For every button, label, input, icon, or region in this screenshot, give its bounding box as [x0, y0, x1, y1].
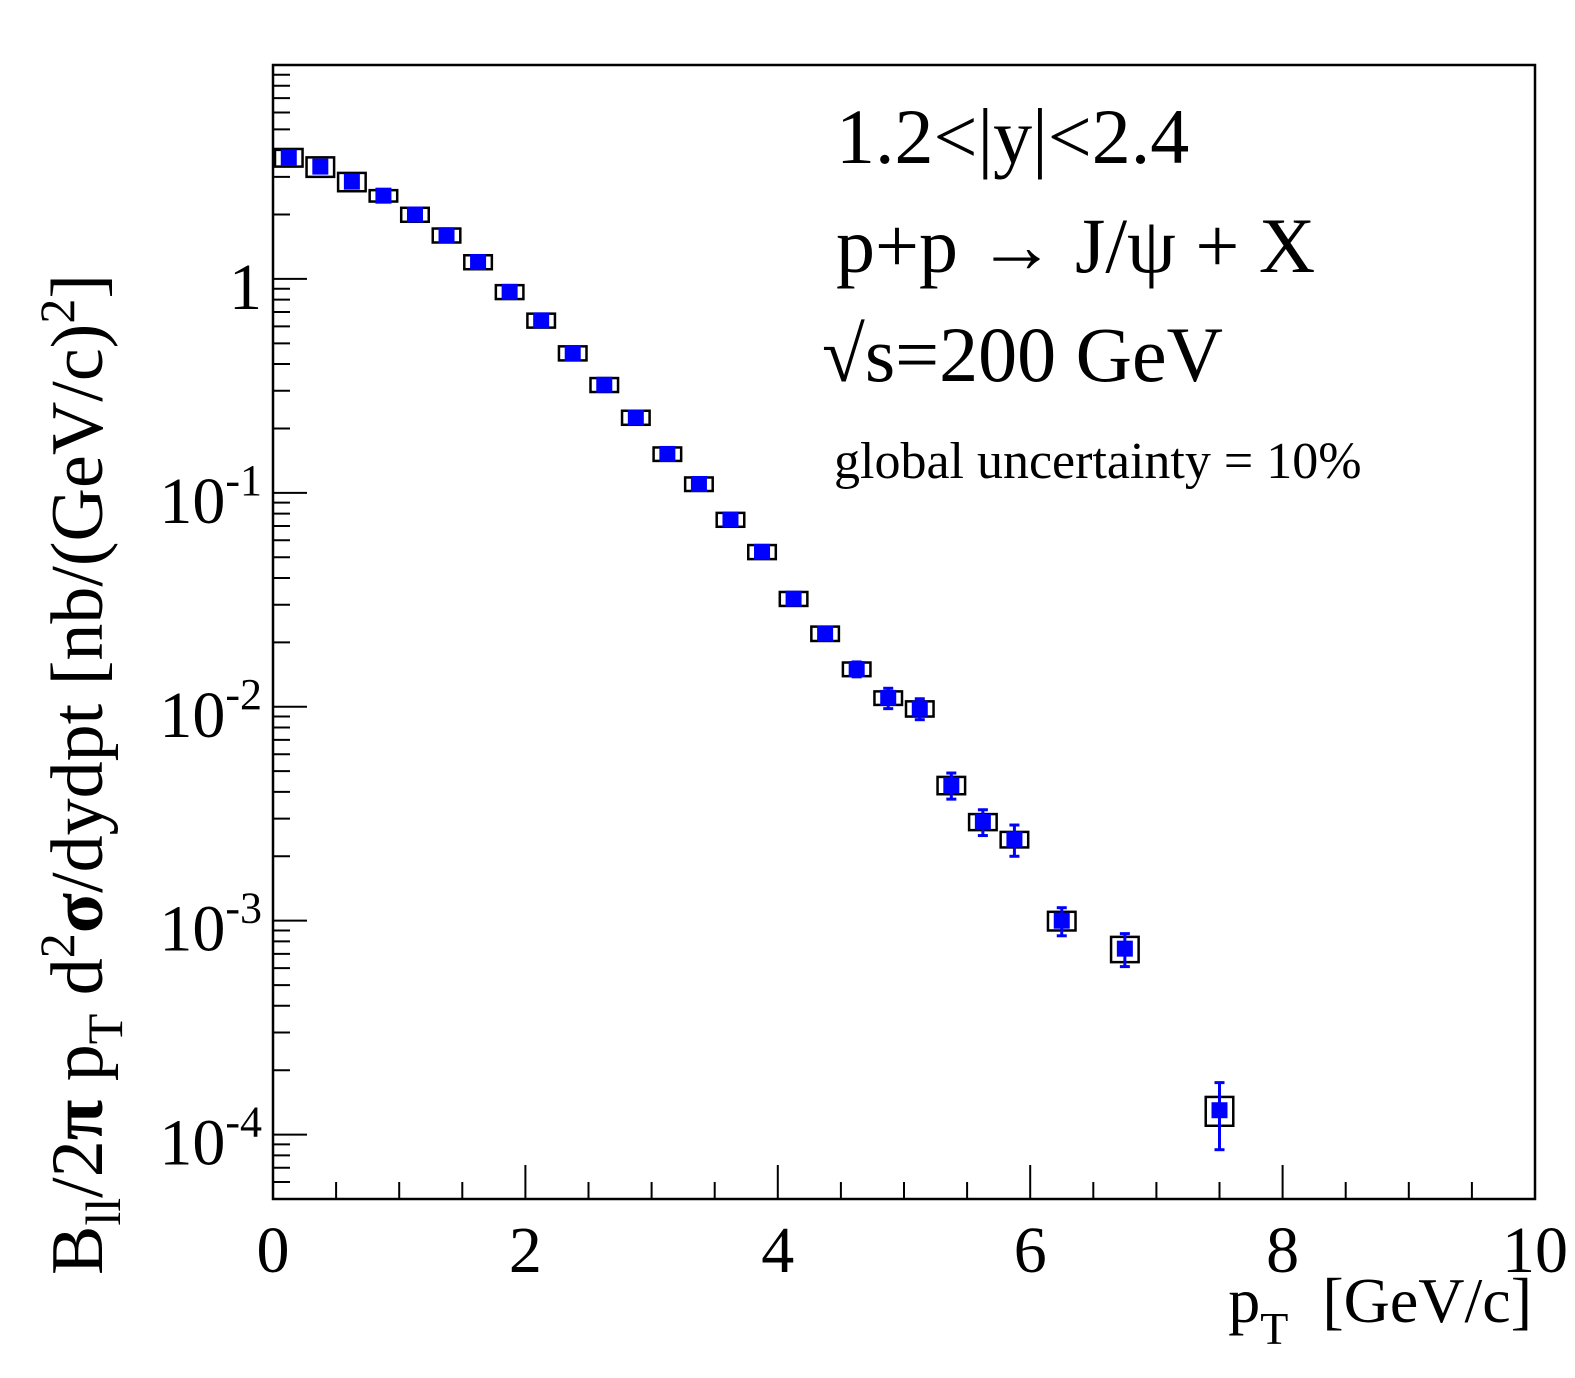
y-tick-label-exponent: -3: [225, 884, 262, 933]
data-point: [848, 661, 865, 678]
data-point: [943, 777, 960, 794]
data-point: [1211, 1102, 1228, 1119]
x-axis-title-unit: [GeV/c]: [1322, 1265, 1532, 1336]
y-tick-label: 10-3: [159, 884, 262, 966]
y-title-T: T: [77, 1014, 133, 1045]
x-tick-label: 10: [1502, 1214, 1568, 1287]
x-tick-label: 8: [1266, 1214, 1299, 1287]
y-tick-label: 1: [229, 251, 262, 324]
data-point: [280, 149, 297, 166]
data-point: [974, 813, 991, 830]
y-title-d: d: [37, 958, 119, 1014]
error-bars: [283, 153, 1225, 1152]
y-title-close: ]: [37, 274, 119, 299]
energy-value: s=200 GeV: [865, 311, 1223, 398]
x-tick-label: 6: [1014, 1214, 1047, 1287]
data-point: [627, 409, 644, 426]
y-tick-label-base: 10: [159, 465, 225, 538]
data-point: [564, 345, 581, 362]
data-point: [722, 511, 739, 528]
data-point: [911, 700, 928, 717]
y-tick-labels: 10-410-310-210-11: [159, 251, 262, 1180]
data-point: [501, 283, 518, 300]
data-points: [280, 149, 1228, 1119]
y-tick-label-exponent: -4: [225, 1098, 262, 1147]
data-point: [880, 689, 897, 706]
y-tick-label: 10-2: [159, 670, 262, 752]
y-title-p: p: [37, 1044, 119, 1100]
y-tick-label-base: 10: [159, 893, 225, 966]
data-point: [817, 625, 834, 642]
data-point: [1116, 940, 1133, 957]
x-tick-label: 4: [761, 1214, 794, 1287]
global-uncertainty-label: global uncertainty = 10%: [834, 433, 1362, 490]
x-axis-title: pT [GeV/c]: [1228, 1265, 1532, 1354]
x-tick-labels: 0 2 4 6 8 10: [257, 1214, 1569, 1287]
y-title-two: 2: [29, 933, 85, 958]
y-tick-label-exponent: -2: [225, 670, 262, 719]
data-point: [754, 543, 771, 560]
data-point: [533, 312, 550, 329]
reaction-label: p+p → J/ψ + X: [836, 202, 1315, 289]
data-point: [785, 590, 802, 607]
data-point: [690, 475, 707, 492]
x-tick-label: 2: [509, 1214, 542, 1287]
data-point: [438, 227, 455, 244]
y-tick-label: 10-1: [159, 456, 262, 538]
data-point: [470, 253, 487, 270]
data-point: [343, 173, 360, 190]
energy-label: √s=200 GeV: [822, 311, 1223, 398]
systematic-box: [273, 147, 304, 168]
sqrt-sign: √: [822, 311, 865, 398]
x-axis-title-p: p: [1228, 1265, 1260, 1336]
y-tick-label-base: 10: [159, 679, 225, 752]
y-tick-label-exponent: -1: [225, 456, 262, 505]
data-point: [406, 206, 423, 223]
x-axis-title-sub: T: [1260, 1303, 1288, 1354]
data-point: [375, 187, 392, 204]
data-point: [659, 445, 676, 462]
y-title-ll: ll: [75, 1198, 131, 1226]
y-title-sq: 2: [29, 299, 85, 324]
x-tick-label: 0: [257, 1214, 290, 1287]
rapidity-label: 1.2<|y|<2.4: [836, 93, 1189, 180]
y-tick-label-base: 10: [159, 1107, 225, 1180]
y-title-sigma: σ: [37, 893, 119, 933]
y-tick-label: 10-4: [159, 1098, 262, 1180]
y-title-B: B: [37, 1226, 119, 1275]
systematic-boxes: [273, 147, 1235, 1127]
y-title-pi: π: [37, 1100, 119, 1141]
y-axis-title: Bll/2π pT d2σ/dydpt [nb/(GeV/c)2]: [29, 274, 133, 1275]
data-point: [1053, 912, 1070, 929]
systematic-box: [305, 156, 336, 179]
data-point: [312, 158, 329, 175]
data-point: [596, 376, 613, 393]
axis-ticks: [272, 73, 1536, 1200]
data-point: [1006, 831, 1023, 848]
systematic-box: [336, 171, 367, 193]
y-title-mid: /2: [37, 1140, 119, 1198]
y-title-rest: /dydpt [nb/(GeV/c): [37, 324, 119, 893]
